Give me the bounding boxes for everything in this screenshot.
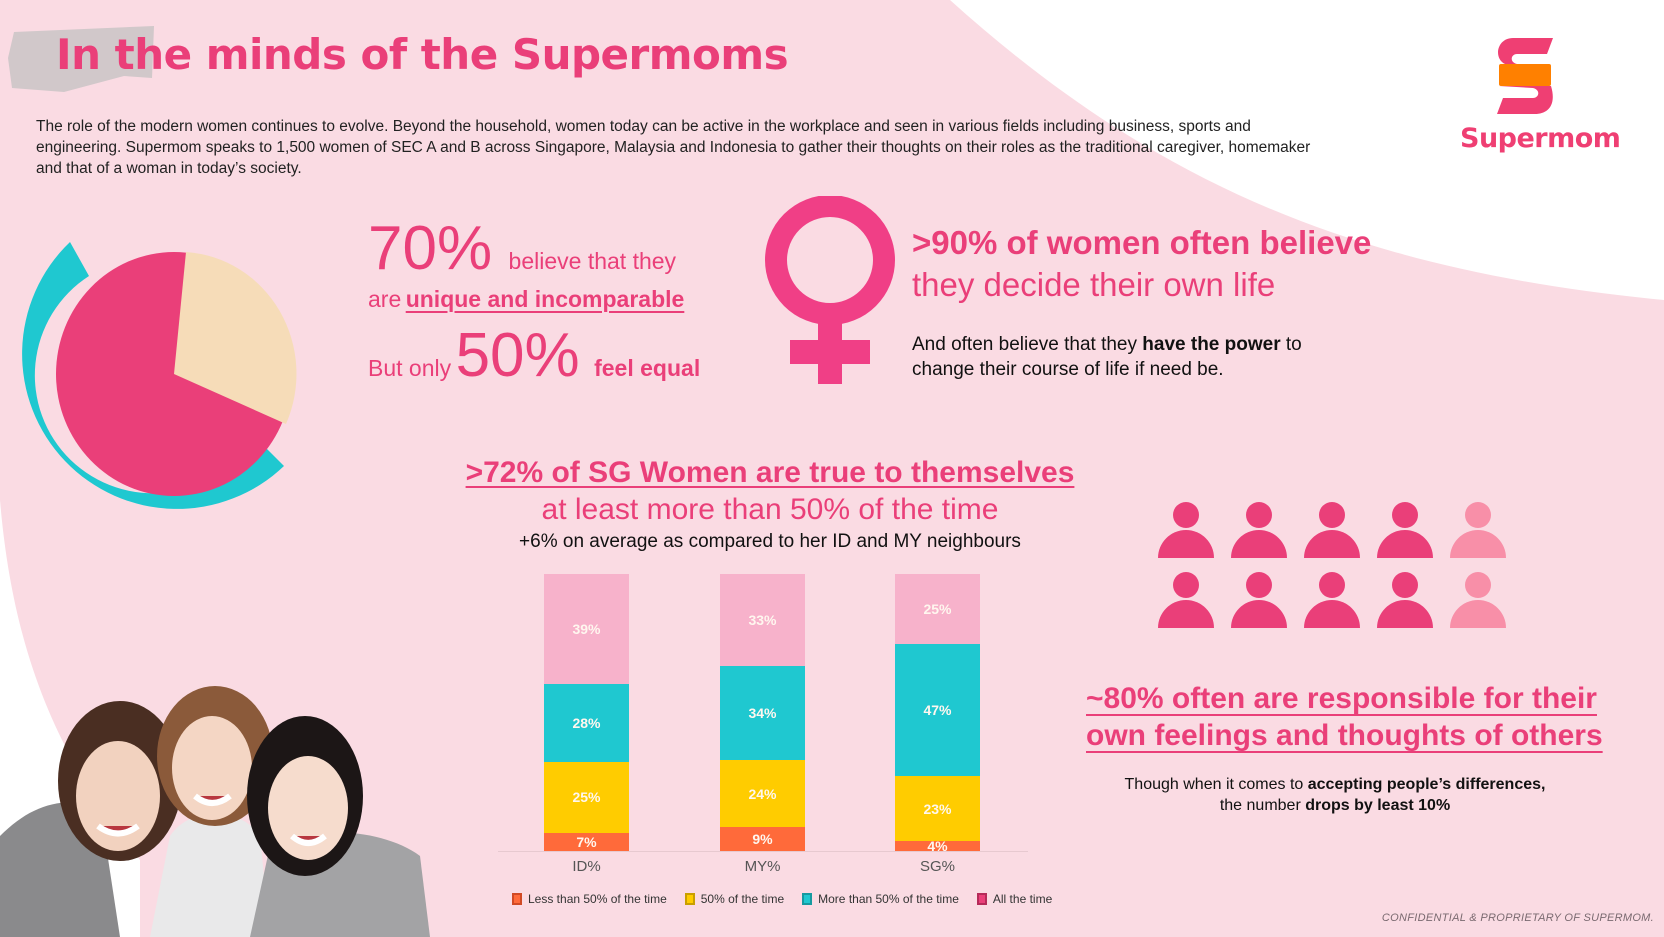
supermom-s-logo-icon	[1497, 38, 1553, 114]
stat-50-text: feel equal	[594, 355, 701, 381]
bar-segment: 9%	[720, 826, 805, 852]
person-icon	[1158, 502, 1214, 560]
stat-80-line2: own feelings and thoughts of others	[1086, 719, 1603, 752]
stat-90-subheadline: they decide their own life	[912, 266, 1276, 303]
bar-segment: 39%	[544, 574, 629, 684]
supermom-logo[interactable]: Supermom	[1460, 36, 1621, 154]
desc-post: to	[1285, 334, 1302, 355]
legend-label: Less than 50% of the time	[528, 892, 667, 906]
person-icon-faded	[1450, 572, 1506, 630]
legend-label: More than 50% of the time	[818, 892, 959, 906]
confidential-footer: CONFIDENTIAL & PROPRIETARY OF SUPERMOM.	[1381, 912, 1654, 924]
legend-swatch-icon	[802, 893, 813, 905]
stat-decide: >90% of women often believe they decide …	[912, 222, 1371, 382]
chart-heading: >72% of SG Women are true to themselves …	[440, 454, 1100, 556]
page-title: In the minds of the Supermoms	[56, 30, 789, 79]
bar-segment: 25%	[895, 574, 980, 645]
pie-chart-unique	[22, 242, 297, 509]
bar-sg: 4% 23% 47% 25%	[895, 574, 980, 854]
person-icon	[1231, 572, 1287, 630]
desc-pre: And often believe that they	[912, 334, 1137, 355]
legend-swatch-icon	[684, 893, 695, 905]
bar-segment: 33%	[720, 574, 805, 666]
chart-headline: >72% of SG Women are true to themselves	[465, 456, 1075, 489]
bar-my: 9% 24% 34% 33%	[720, 574, 805, 852]
stat-unique: 70% believe that they are unique and inc…	[368, 218, 700, 387]
person-icon	[1304, 572, 1360, 630]
person-icon	[1231, 502, 1287, 560]
x-label-sg: SG%	[919, 858, 955, 875]
desc-line2: change their course of life if need be.	[912, 359, 1224, 380]
legend-label: 50% of the time	[700, 892, 785, 906]
note-pre: Though when it comes to	[1124, 776, 1304, 793]
stat-50-value: 50%	[455, 321, 580, 390]
note-pre2: the number	[1219, 797, 1301, 814]
legend-item: Less than 50% of the time	[512, 892, 667, 906]
stacked-bar-chart: 7% 25% 28% 39% 9% 24% 34% 33% 4% 23% 47%…	[498, 572, 1028, 875]
person-icon	[1304, 502, 1360, 560]
stat-80-note: Though when it comes to accepting people…	[1100, 774, 1570, 816]
bar-segment: 23%	[895, 776, 980, 841]
bar-segment: 28%	[544, 683, 629, 763]
photo-three-women	[0, 686, 430, 937]
person-icon-faded	[1450, 502, 1506, 560]
stat-80-line1: ~80% often are responsible for their	[1086, 682, 1597, 715]
person-icon	[1377, 572, 1433, 630]
person-icon	[1158, 572, 1214, 630]
logo-wordmark: Supermom	[1460, 123, 1621, 154]
stat-responsible: ~80% often are responsible for their own…	[1086, 680, 1603, 754]
stat-70-text: believe that they	[508, 248, 677, 274]
bar-segment: 7%	[544, 832, 629, 852]
stat-70-pre: are	[368, 286, 402, 312]
stat-90-headline: >90% of women often believe	[912, 224, 1372, 261]
x-label-my: MY%	[744, 858, 781, 875]
legend-item: All the time	[976, 892, 1053, 906]
chart-subheadline: at least more than 50% of the time	[541, 493, 999, 526]
legend-swatch-icon	[512, 893, 522, 905]
people-pictogram	[1158, 502, 1508, 642]
legend-swatch-icon	[976, 893, 987, 905]
note-bold2: drops by least 10%	[1305, 797, 1451, 814]
bar-segment: 34%	[720, 665, 805, 761]
note-bold1: accepting people’s differences,	[1307, 776, 1546, 793]
stat-70-value: 70%	[368, 214, 493, 283]
person-icon	[1377, 502, 1433, 560]
x-axis-line	[498, 851, 1028, 852]
legend-label: All the time	[992, 892, 1053, 906]
intro-paragraph: The role of the modern women continues t…	[36, 118, 1311, 177]
bar-segment: 4%	[895, 838, 980, 854]
female-symbol-icon	[765, 196, 895, 384]
legend-item: 50% of the time	[684, 892, 785, 906]
bar-id: 7% 25% 28% 39%	[544, 574, 629, 852]
bar-segment: 47%	[895, 644, 980, 777]
stat-90-description: And often believe that they have the pow…	[912, 332, 1371, 382]
stat-70-emphasis: unique and incomparable	[405, 286, 685, 312]
stat-50-pre: But only	[368, 355, 452, 381]
chart-note: +6% on average as compared to her ID and…	[519, 531, 1021, 552]
brush-stroke-decoration	[8, 26, 154, 92]
legend-item: More than 50% of the time	[802, 892, 959, 906]
desc-bold: have the power	[1142, 334, 1281, 355]
chart-legend: Less than 50% of the time 50% of the tim…	[512, 892, 1052, 906]
x-label-id: ID%	[572, 858, 601, 875]
bar-segment: 25%	[544, 762, 629, 833]
bar-segment: 24%	[720, 760, 805, 827]
